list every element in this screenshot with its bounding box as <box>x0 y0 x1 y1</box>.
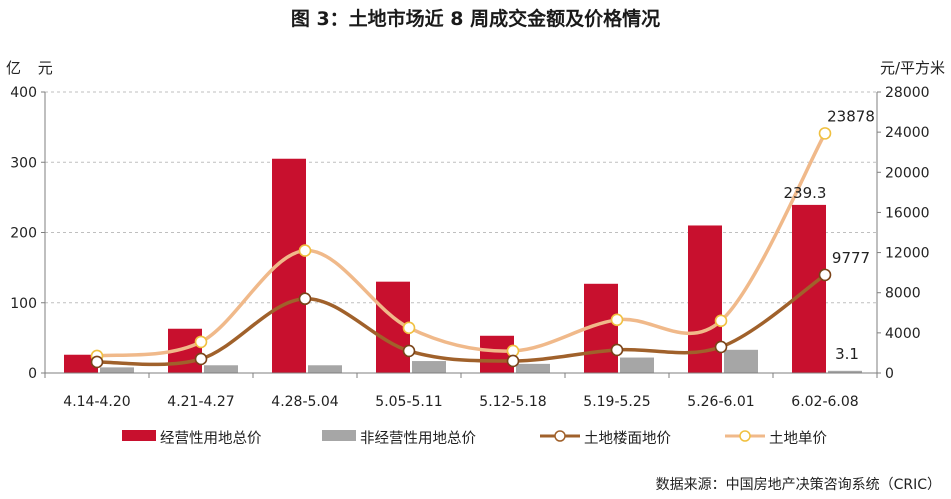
x-tick-label: 4.21-4.27 <box>167 394 234 410</box>
line-point <box>610 343 624 357</box>
legend-line-marker-orange <box>725 430 765 442</box>
plot-area: 0100200300400040008000120001600020000240… <box>10 85 929 410</box>
chart-title: 图 3：土地市场近 8 周成交金额及价格情况 <box>290 8 661 30</box>
y2-tick-label: 8000 <box>885 286 921 302</box>
lines <box>90 127 832 369</box>
bars <box>64 158 862 373</box>
line-point <box>714 314 728 328</box>
x-tick-label: 5.12-5.18 <box>479 394 546 410</box>
legend-label: 非经营性用地总价 <box>360 431 476 447</box>
x-tick-label: 6.02-6.08 <box>791 394 858 410</box>
y2-tick-label: 0 <box>885 366 894 382</box>
y2-tick-label: 16000 <box>885 205 930 221</box>
legend-line-marker-brown <box>540 430 580 442</box>
line-point <box>402 321 416 335</box>
legend-label: 土地楼面地价 <box>584 431 671 447</box>
bar <box>620 357 654 373</box>
data-labels: 239.3 3.1 23878 9777 <box>784 107 875 362</box>
data-label: 23878 <box>827 107 875 125</box>
right-axis-unit: 元/平方米 <box>879 59 945 77</box>
legend-label: 经营性用地总价 <box>160 431 262 447</box>
line-point <box>506 354 520 368</box>
gridlines <box>45 91 877 304</box>
legend-swatch-gray <box>322 430 356 441</box>
axes: 0100200300400040008000120001600020000240… <box>10 85 929 410</box>
left-axis-unit: 亿 元 <box>6 59 59 77</box>
x-tick-label: 4.14-4.20 <box>63 394 130 410</box>
bar <box>100 367 134 373</box>
y-tick-label: 400 <box>10 85 37 101</box>
data-label: 239.3 <box>784 184 827 202</box>
line-point <box>90 355 104 369</box>
bar <box>308 365 342 373</box>
line-point <box>194 335 208 349</box>
line-point <box>194 352 208 366</box>
y-tick-label: 200 <box>10 226 37 242</box>
bar <box>412 361 446 373</box>
y2-tick-label: 28000 <box>885 85 930 101</box>
y2-tick-label: 24000 <box>885 125 930 141</box>
line-point <box>818 127 832 140</box>
line-point <box>610 313 624 327</box>
bar <box>204 365 238 373</box>
legend-swatch-red <box>122 430 156 441</box>
data-label: 3.1 <box>835 345 859 363</box>
x-tick-label: 4.28-5.04 <box>271 394 338 410</box>
line-point <box>298 244 312 257</box>
x-tick-label: 5.19-5.25 <box>583 394 650 410</box>
y2-tick-label: 20000 <box>885 165 930 181</box>
data-label: 9777 <box>832 249 870 267</box>
bar <box>64 354 98 373</box>
y2-tick-label: 4000 <box>885 326 921 342</box>
x-tick-label: 5.26-6.01 <box>687 394 754 410</box>
y-tick-label: 0 <box>28 366 37 382</box>
line-point <box>714 340 728 354</box>
line-point <box>402 344 416 358</box>
bar <box>516 363 550 373</box>
line-point <box>818 268 832 282</box>
series-line <box>95 273 827 367</box>
bar <box>828 370 862 373</box>
legend-label: 土地单价 <box>769 431 827 447</box>
source-note: 数据来源：中国房地产决策咨询系统（CRIC） <box>655 477 941 493</box>
bar <box>724 349 758 373</box>
y-tick-label: 300 <box>10 155 37 171</box>
y-tick-label: 100 <box>10 296 37 312</box>
line-point <box>298 292 312 306</box>
y2-tick-label: 12000 <box>885 246 930 262</box>
x-tick-label: 5.05-5.11 <box>375 394 442 410</box>
